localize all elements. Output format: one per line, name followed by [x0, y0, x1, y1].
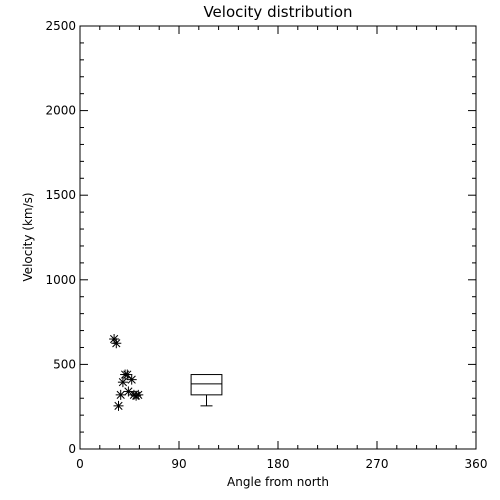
data-point: [133, 389, 144, 400]
data-point: [111, 338, 122, 349]
x-tick-label: 0: [76, 457, 84, 471]
plot-frame: [79, 25, 477, 450]
box-body: [190, 374, 223, 396]
axis-tick-labels: 0 90 180 270 360 0 500 1000 1500 2000 2500: [45, 19, 487, 471]
x-axis-title: Angle from north: [227, 475, 329, 489]
y-tick-label: 0: [68, 442, 76, 456]
data-points: [109, 334, 144, 411]
x-tick-label: 270: [366, 457, 389, 471]
data-point: [117, 377, 128, 388]
data-point: [126, 374, 137, 385]
x-tick-label: 360: [465, 457, 488, 471]
y-axis-title: Velocity (km/s): [21, 192, 35, 281]
box-plot: [190, 374, 223, 407]
y-tick-label: 1500: [45, 188, 76, 202]
y-tick-label: 2500: [45, 19, 76, 33]
y-tick-label: 1000: [45, 273, 76, 287]
axis-ticks: [79, 25, 477, 450]
x-tick-label: 180: [267, 457, 290, 471]
data-point: [113, 400, 124, 411]
chart-title: Velocity distribution: [203, 3, 352, 21]
y-tick-label: 500: [53, 357, 76, 371]
data-point: [122, 369, 133, 380]
x-tick-label: 90: [171, 457, 186, 471]
y-tick-label: 2000: [45, 104, 76, 118]
data-point: [115, 389, 126, 400]
data-point: [123, 386, 134, 397]
